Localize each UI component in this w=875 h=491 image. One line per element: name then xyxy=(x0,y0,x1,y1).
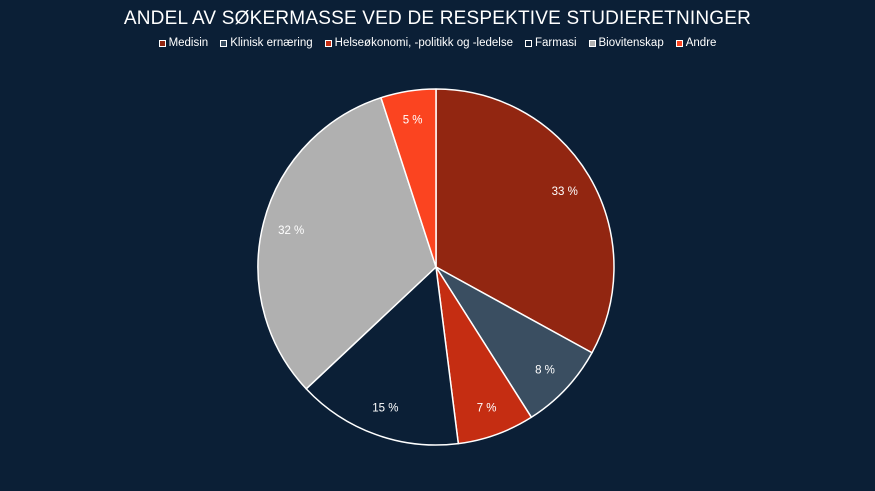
pie-slice-medisin xyxy=(435,88,615,354)
data-label-farmasi: 15 % xyxy=(372,403,398,415)
legend-swatch-helseokonomi xyxy=(324,39,332,47)
legend-label-helseokonomi: Helseøkonomi, -politikk og -ledelse xyxy=(334,37,513,49)
data-label-biovitenskap: 32 % xyxy=(278,225,304,237)
data-label-helseokonomi: 7 % xyxy=(477,403,497,415)
pie-slice-klinisk-ernaering xyxy=(435,266,593,419)
legend-item-medisin: Medisin xyxy=(158,37,209,49)
chart-legend: Medisin Klinisk ernæring Helseøkonomi, -… xyxy=(0,37,875,49)
legend-label-biovitenskap: Biovitenskap xyxy=(598,37,664,49)
legend-label-klinisk-ernaering: Klinisk ernæring xyxy=(230,37,313,49)
legend-label-medisin: Medisin xyxy=(168,37,209,49)
legend-item-helseokonomi: Helseøkonomi, -politikk og -ledelse xyxy=(324,37,513,49)
chart-title: ANDEL AV SØKERMASSE VED DE RESPEKTIVE ST… xyxy=(123,8,752,29)
data-label-klinisk-ernaering: 8 % xyxy=(535,364,555,376)
legend-item-farmasi: Farmasi xyxy=(524,37,577,49)
legend-swatch-biovitenskap xyxy=(588,39,596,47)
legend-swatch-klinisk-ernaering xyxy=(220,39,228,47)
legend-item-andre: Andre xyxy=(675,37,717,49)
pie-slice-andre xyxy=(380,88,437,268)
legend-label-andre: Andre xyxy=(685,37,717,49)
legend-swatch-medisin xyxy=(158,39,166,47)
legend-swatch-farmasi xyxy=(524,39,532,47)
legend-item-klinisk-ernaering: Klinisk ernæring xyxy=(220,37,313,49)
pie-slice-farmasi xyxy=(305,266,460,446)
legend-item-biovitenskap: Biovitenskap xyxy=(588,37,664,49)
legend-label-farmasi: Farmasi xyxy=(534,37,577,49)
data-label-medisin: 33 % xyxy=(552,186,578,198)
legend-swatch-andre xyxy=(675,39,683,47)
data-label-andre: 5 % xyxy=(403,114,423,126)
pie-slice-biovitenskap xyxy=(257,96,437,390)
